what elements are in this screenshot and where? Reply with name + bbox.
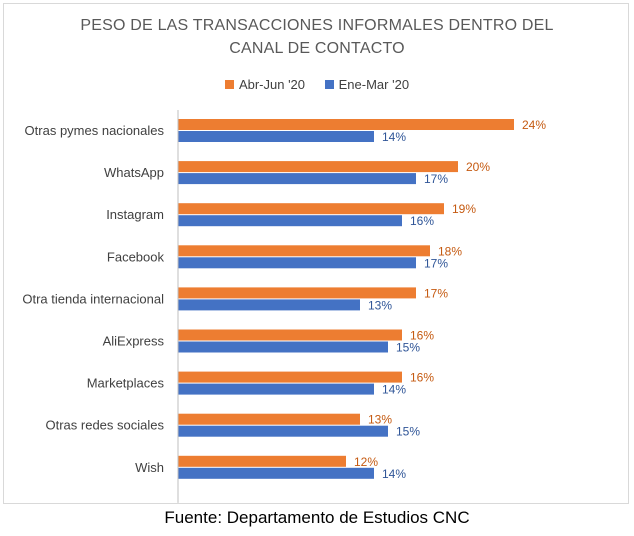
bar-abr-jun-20-marketplaces <box>178 371 402 383</box>
data-label-abr-jun-20-marketplaces: 16% <box>410 371 434 385</box>
bar-abr-jun-20-otras-pymes-nacionales <box>178 119 514 130</box>
legend-label-ene-mar: Ene-Mar '20 <box>338 77 410 92</box>
bar-ene-mar-20-marketplaces <box>178 383 374 395</box>
data-label-abr-jun-20-instagram: 19% <box>452 202 476 216</box>
category-label-otras-redes-sociales: Otras redes sociales <box>46 418 165 433</box>
data-label-abr-jun-20-wish: 12% <box>354 455 378 469</box>
bar-abr-jun-20-whatsapp <box>178 161 458 173</box>
data-label-abr-jun-20-otras-pymes-nacionales: 24% <box>522 118 546 132</box>
data-label-abr-jun-20-otra-tienda-internacional: 17% <box>424 286 448 300</box>
category-label-marketplaces: Marketplaces <box>87 376 165 391</box>
data-label-abr-jun-20-whatsapp: 20% <box>466 160 490 174</box>
data-label-ene-mar-20-facebook: 17% <box>424 256 448 270</box>
bar-ene-mar-20-otras-redes-sociales <box>178 425 388 437</box>
data-label-abr-jun-20-aliexpress: 16% <box>410 329 434 343</box>
category-label-otras-pymes-nacionales: Otras pymes nacionales <box>25 123 165 138</box>
category-label-whatsapp: WhatsApp <box>104 165 164 180</box>
legend-label-abr-jun: Abr-Jun '20 <box>238 77 306 92</box>
data-label-ene-mar-20-instagram: 16% <box>410 214 434 228</box>
legend-swatch-abr-jun <box>224 80 234 89</box>
legend: Abr-Jun '20 Ene-Mar '20 <box>0 77 634 92</box>
data-label-abr-jun-20-facebook: 18% <box>438 244 462 258</box>
legend-swatch-ene-mar <box>324 80 334 89</box>
bar-ene-mar-20-aliexpress <box>178 341 388 353</box>
bar-ene-mar-20-otra-tienda-internacional <box>178 299 360 311</box>
data-label-ene-mar-20-otra-tienda-internacional: 13% <box>368 298 392 312</box>
chart-title-line2: CANAL DE CONTACTO <box>229 40 405 57</box>
bar-abr-jun-20-otra-tienda-internacional <box>178 287 416 299</box>
category-label-instagram: Instagram <box>106 207 164 222</box>
legend-item-ene-mar: Ene-Mar '20 <box>324 77 410 92</box>
data-label-ene-mar-20-whatsapp: 17% <box>424 172 448 186</box>
data-label-ene-mar-20-otras-redes-sociales: 15% <box>396 425 420 439</box>
bar-ene-mar-20-whatsapp <box>178 173 416 185</box>
data-label-ene-mar-20-otras-pymes-nacionales: 14% <box>382 130 406 144</box>
category-label-otra-tienda-internacional: Otra tienda internacional <box>22 291 164 306</box>
legend-item-abr-jun: Abr-Jun '20 <box>224 77 306 92</box>
data-label-ene-mar-20-marketplaces: 14% <box>382 383 406 397</box>
bar-abr-jun-20-wish <box>178 455 346 467</box>
bar-ene-mar-20-facebook <box>178 257 416 269</box>
data-label-abr-jun-20-otras-redes-sociales: 13% <box>368 413 392 427</box>
category-label-facebook: Facebook <box>107 249 165 264</box>
bar-ene-mar-20-otras-pymes-nacionales <box>178 131 374 142</box>
chart-title-line1: PESO DE LAS TRANSACCIONES INFORMALES DEN… <box>80 17 554 34</box>
bar-abr-jun-20-aliexpress <box>178 329 402 341</box>
bar-abr-jun-20-facebook <box>178 245 430 257</box>
category-label-aliexpress: AliExpress <box>103 334 165 349</box>
data-label-ene-mar-20-aliexpress: 15% <box>396 341 420 355</box>
data-label-ene-mar-20-wish: 14% <box>382 467 406 481</box>
bar-ene-mar-20-instagram <box>178 215 402 227</box>
source-note: Fuente: Departamento de Estudios CNC <box>164 508 470 527</box>
bar-ene-mar-20-wish <box>178 467 374 479</box>
bar-abr-jun-20-instagram <box>178 203 444 215</box>
category-label-wish: Wish <box>135 460 164 475</box>
bar-abr-jun-20-otras-redes-sociales <box>178 413 360 425</box>
